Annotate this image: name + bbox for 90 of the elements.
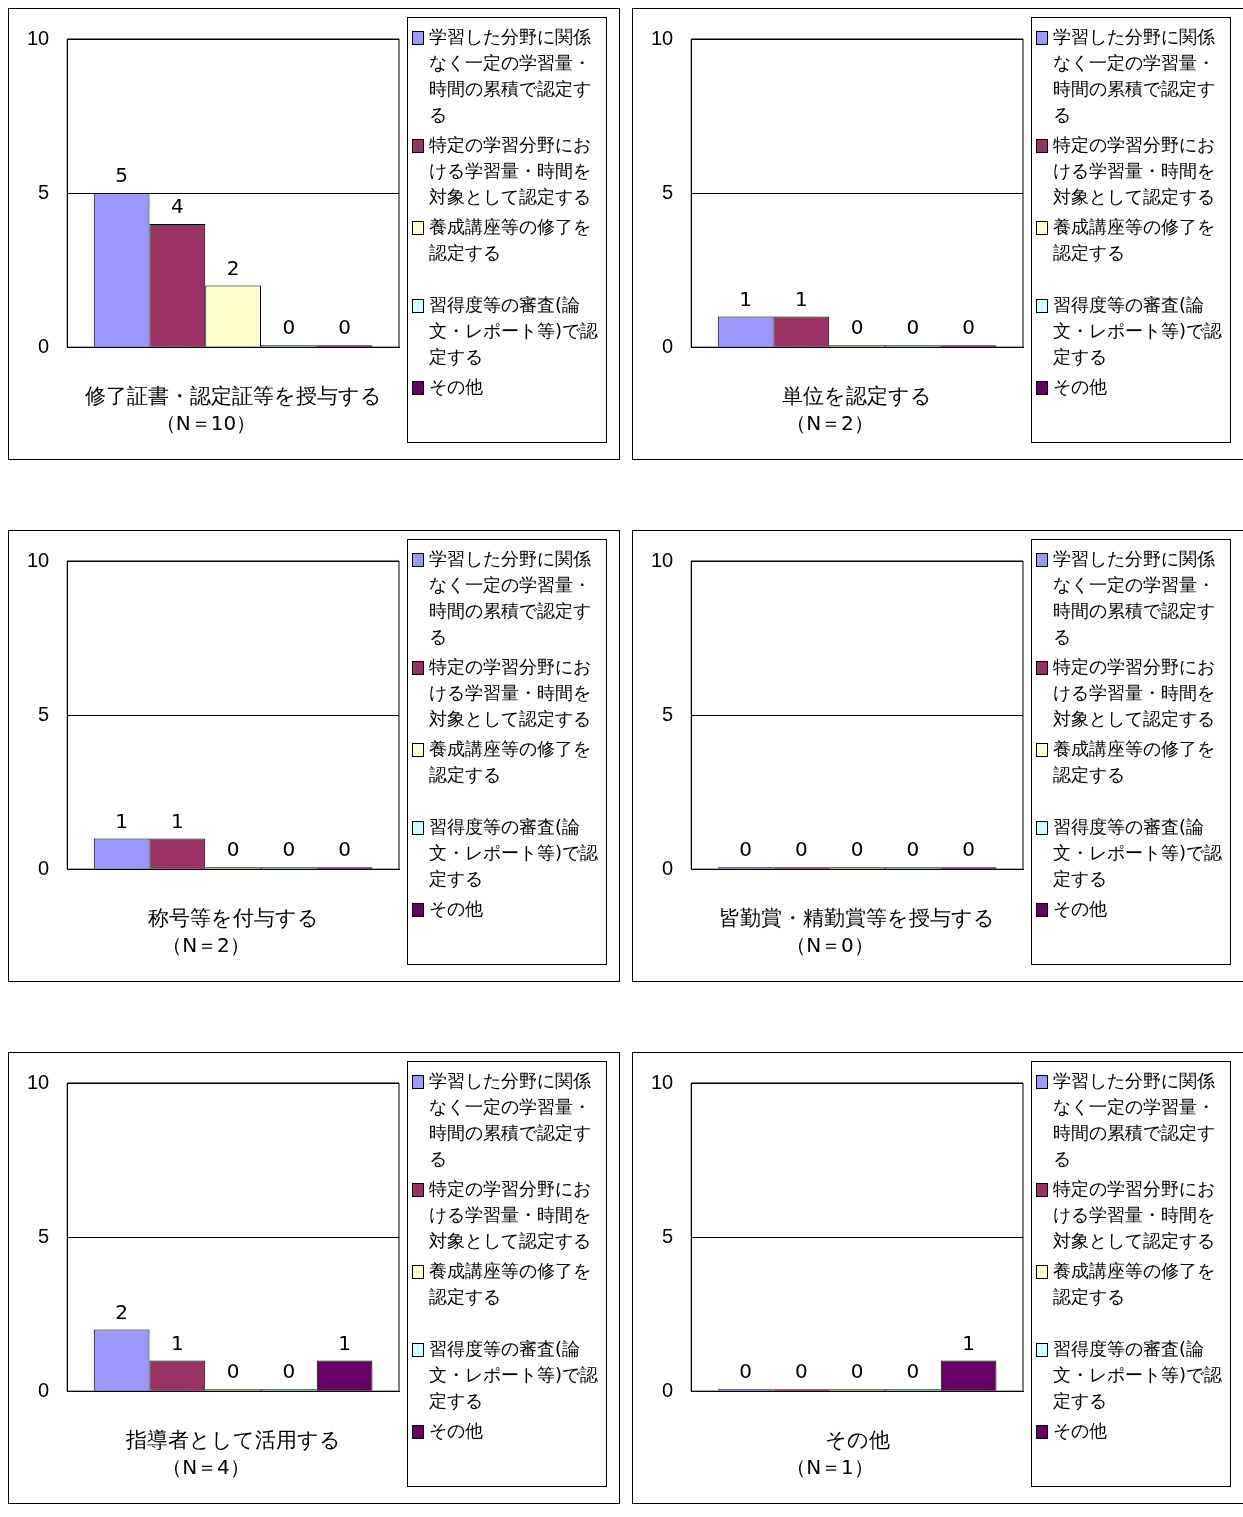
legend-label: その他: [1053, 1419, 1107, 1443]
legend-label: 養成講座等の修了を認定する: [429, 737, 592, 787]
legend-label: 特定の学習分野における学習量・時間を対象として認定する: [429, 133, 592, 209]
text: （N＝4）: [161, 1454, 251, 1481]
text: （N＝1）: [785, 1454, 875, 1481]
y-tick-label: 0: [38, 334, 50, 357]
data-label: 1: [115, 808, 129, 833]
y-tick-label: 0: [662, 334, 674, 357]
legend-label: 学習した分野に関係なく一定の学習量・時間の累積で認定する: [429, 25, 592, 127]
legend-label: 特定の学習分野における学習量・時間を対象として認定する: [429, 655, 592, 731]
legend-label: 習得度等の審査(論文・レポート等)で認定する: [429, 1337, 600, 1413]
legend-label: 特定の学習分野における学習量・時間を対象として認定する: [1053, 133, 1216, 209]
y-tick-label: 10: [651, 548, 674, 571]
data-label: 0: [282, 315, 296, 340]
legend-label: その他: [1053, 375, 1107, 399]
data-label: 1: [739, 286, 753, 311]
legend-label: その他: [429, 1419, 483, 1443]
legend-label: 養成講座等の修了を認定する: [429, 1259, 592, 1309]
y-tick-label: 5: [662, 702, 674, 725]
y-tick-label: 5: [38, 180, 50, 203]
legend-label: 養成講座等の修了を認定する: [1053, 1259, 1216, 1309]
data-label: 0: [795, 837, 808, 862]
legend-label: 学習した分野に関係なく一定の学習量・時間の累積で認定する: [429, 547, 592, 649]
data-label: 0: [906, 837, 920, 862]
data-label: 4: [171, 194, 184, 219]
data-label: 1: [171, 1330, 184, 1355]
legend-label: 学習した分野に関係なく一定の学習量・時間の累積で認定する: [1053, 547, 1216, 649]
legend-label: 習得度等の審査(論文・レポート等)で認定する: [1053, 1337, 1224, 1413]
y-tick-label: 0: [662, 1378, 674, 1401]
legend-label: 養成講座等の修了を認定する: [1053, 737, 1216, 787]
data-label: 0: [850, 1359, 864, 1384]
legend-label: 特定の学習分野における学習量・時間を対象として認定する: [1053, 655, 1216, 731]
x-axis-title: 単位を認定する: [782, 383, 933, 408]
data-label: 0: [795, 1359, 808, 1384]
data-label: 0: [962, 315, 975, 340]
data-label: 0: [338, 315, 351, 340]
y-tick-label: 5: [38, 702, 50, 725]
data-label: 1: [962, 1330, 975, 1355]
text: （N＝2）: [785, 410, 875, 437]
legend-label: 養成講座等の修了を認定する: [1053, 215, 1216, 265]
data-label: 5: [115, 163, 129, 188]
y-tick-label: 5: [38, 1224, 50, 1247]
legend-label: その他: [1053, 897, 1107, 921]
text: （N＝2）: [161, 932, 251, 959]
x-axis-title: 修了証書・認定証等を授与する: [84, 383, 382, 408]
data-label: 0: [962, 837, 975, 862]
legend-label: その他: [429, 897, 483, 921]
data-label: 0: [282, 1359, 296, 1384]
legend-label: 学習した分野に関係なく一定の学習量・時間の累積で認定する: [1053, 25, 1216, 127]
y-tick-label: 0: [38, 1378, 50, 1401]
data-label: 0: [906, 315, 920, 340]
legend-label: 習得度等の審査(論文・レポート等)で認定する: [1053, 815, 1224, 891]
legend-label: 特定の学習分野における学習量・時間を対象として認定する: [429, 1177, 592, 1253]
y-tick-label: 0: [662, 856, 674, 879]
legend-label: 習得度等の審査(論文・レポート等)で認定する: [429, 293, 600, 369]
data-label: 0: [226, 837, 240, 862]
data-label: 0: [906, 1359, 920, 1384]
data-label: 1: [338, 1330, 351, 1355]
legend-label: その他: [429, 375, 483, 399]
y-tick-label: 10: [651, 1070, 674, 1093]
data-label: 0: [338, 837, 351, 862]
x-axis-title: 皆勤賞・精勤賞等を授与する: [719, 905, 996, 930]
y-tick-label: 5: [662, 180, 674, 203]
legend-label: 学習した分野に関係なく一定の学習量・時間の累積で認定する: [1053, 1069, 1216, 1171]
legend-label: 養成講座等の修了を認定する: [429, 215, 592, 265]
y-tick-label: 0: [38, 856, 50, 879]
data-label: 1: [171, 808, 184, 833]
legend-label: 学習した分野に関係なく一定の学習量・時間の累積で認定する: [429, 1069, 592, 1171]
legend-label: 特定の学習分野における学習量・時間を対象として認定する: [1053, 1177, 1216, 1253]
data-label: 0: [739, 837, 753, 862]
data-label: 0: [850, 837, 864, 862]
data-label: 2: [226, 255, 240, 280]
text: （N＝10）: [154, 410, 258, 437]
y-tick-label: 10: [651, 26, 674, 49]
x-axis-title: 指導者として活用する: [124, 1427, 341, 1452]
data-label: 0: [739, 1359, 753, 1384]
y-tick-label: 10: [27, 1070, 50, 1093]
data-label: 0: [226, 1359, 240, 1384]
legend-label: 習得度等の審査(論文・レポート等)で認定する: [429, 815, 600, 891]
data-label: 2: [115, 1299, 129, 1324]
y-tick-label: 10: [27, 548, 50, 571]
data-label: 1: [795, 286, 808, 311]
y-tick-label: 5: [662, 1224, 674, 1247]
x-axis-title: 称号等を付与する: [147, 905, 319, 930]
x-axis-title: その他: [824, 1427, 890, 1452]
data-label: 0: [850, 315, 864, 340]
y-tick-label: 10: [27, 26, 50, 49]
legend-label: 習得度等の審査(論文・レポート等)で認定する: [1053, 293, 1224, 369]
text: （N＝0）: [785, 932, 875, 959]
data-label: 0: [282, 837, 296, 862]
